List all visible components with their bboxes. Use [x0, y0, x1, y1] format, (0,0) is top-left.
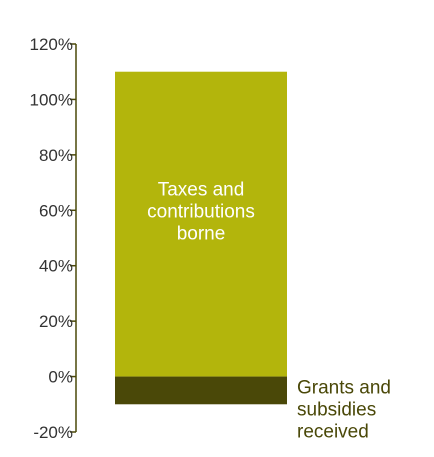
y-axis: -20% 0% 20% 40% 60% 80% 100% 120%: [30, 35, 77, 442]
bars: [115, 71, 287, 405]
bar-label-line: Taxes and: [158, 179, 245, 200]
bar-labels: Taxes and contributions borne Grants and sub…: [147, 179, 391, 442]
bar-segment-2: [115, 376, 287, 405]
y-tick-label: 20%: [39, 312, 73, 331]
y-tick-label: 60%: [39, 201, 73, 220]
bar-segment-1-label: Taxes and contributions borne: [147, 179, 255, 244]
y-tick-label: 80%: [39, 146, 73, 165]
y-tick-label: 0%: [48, 368, 73, 387]
y-tick-label: 100%: [30, 90, 73, 109]
y-tick-label: 120%: [30, 35, 73, 54]
bar-label-line: Grants and: [297, 378, 391, 399]
y-tick-label: -20%: [33, 423, 73, 442]
bar-label-line: contributions: [147, 201, 255, 222]
bar-segment-2-label: Grants and subsidies received: [297, 378, 391, 443]
bar-label-line: received: [297, 422, 369, 443]
bar-label-line: borne: [177, 223, 226, 244]
bar-label-line: subsidies: [297, 400, 376, 421]
y-tick-label: 40%: [39, 257, 73, 276]
bar-segment-1: [115, 71, 287, 377]
